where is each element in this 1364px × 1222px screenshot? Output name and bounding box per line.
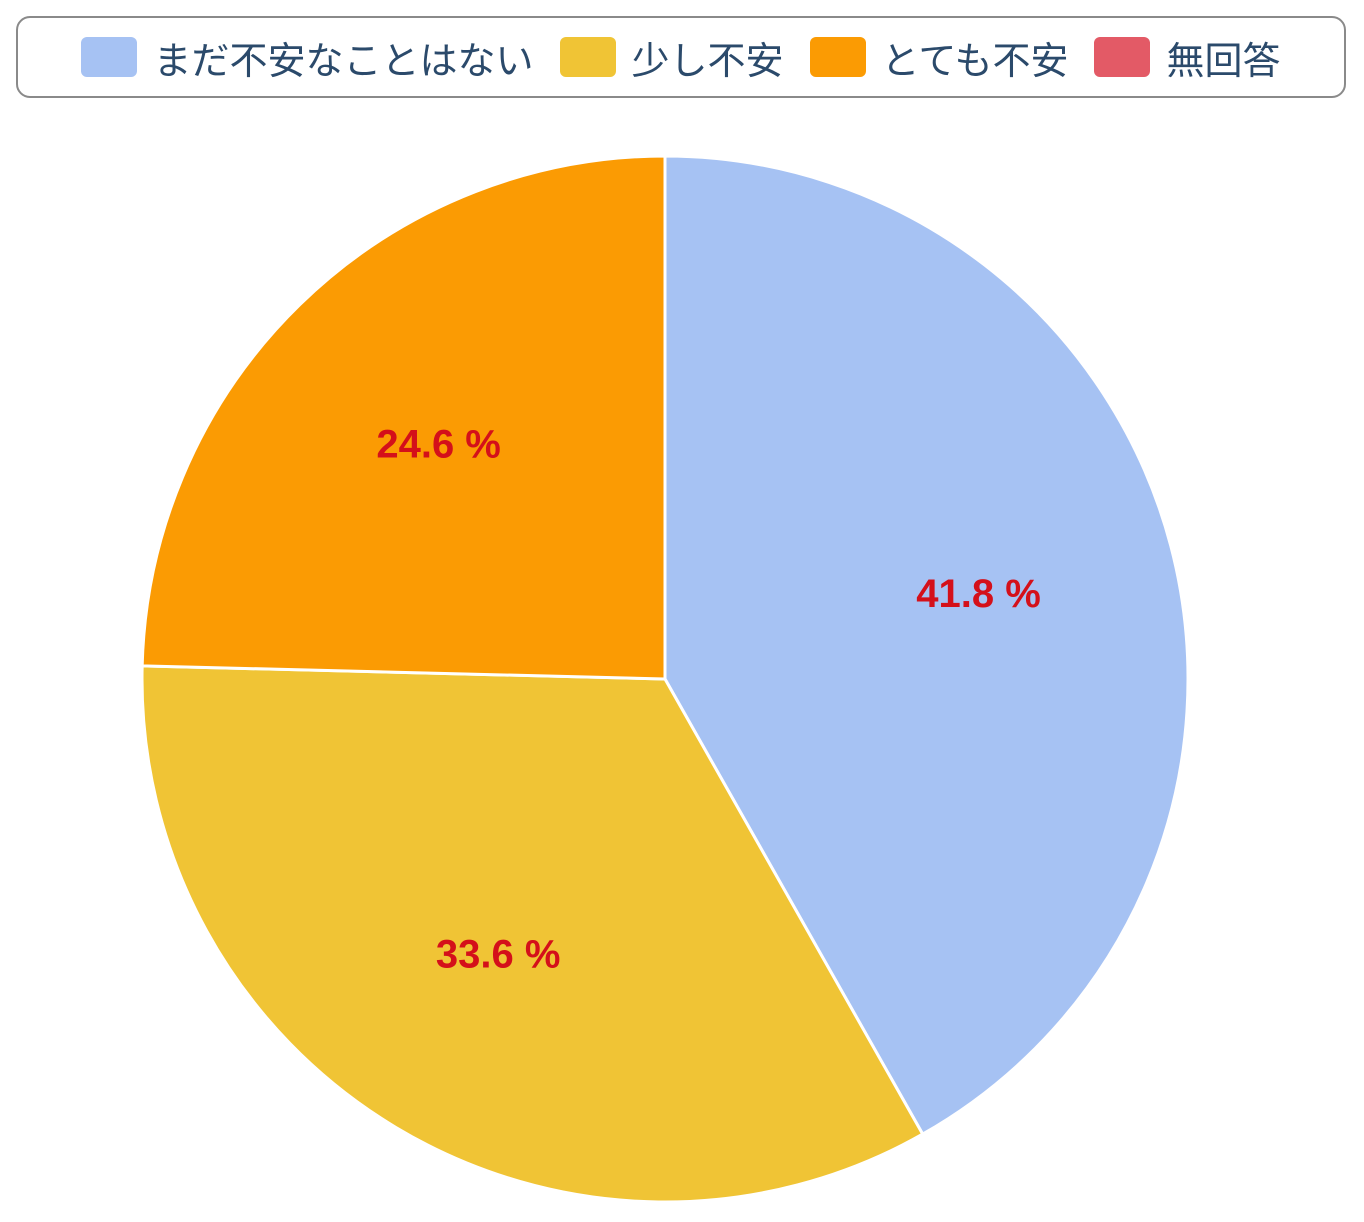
pie-slice-slightly-anxious[interactable] xyxy=(140,664,925,1204)
legend-label-no-answer: 無回答 xyxy=(1166,38,1281,83)
legend-item-no-answer[interactable]: 無回答 xyxy=(1094,30,1281,85)
slice-value-label-very-anxious: 24.6 % xyxy=(376,422,501,466)
legend-item-very-anxious[interactable]: とても不安 xyxy=(809,30,1069,85)
slice-value-label-slightly-anxious: 33.6 % xyxy=(436,933,561,977)
pie-slice-not-anxious[interactable] xyxy=(663,154,1190,1136)
legend-item-slightly-anxious[interactable]: 少し不安 xyxy=(559,30,784,85)
pie-slice-very-anxious[interactable] xyxy=(140,154,667,681)
legend-label-very-anxious: とても不安 xyxy=(881,38,1069,83)
legend-label-not-anxious: まだ不安なことはない xyxy=(153,38,534,83)
legend-label-slightly-anxious: 少し不安 xyxy=(631,38,784,83)
legend-swatch-very-anxious xyxy=(809,37,866,77)
legend-swatch-no-answer xyxy=(1094,37,1151,77)
legend-item-not-anxious[interactable]: まだ不安なことはない xyxy=(81,30,534,85)
chart-legend: まだ不安なことはない 少し不安 とても不安 無回答 xyxy=(16,16,1346,98)
legend-swatch-not-anxious xyxy=(81,37,138,77)
slice-value-label-not-anxious: 41.8 % xyxy=(916,572,1041,616)
legend-swatch-slightly-anxious xyxy=(559,37,616,77)
pie-slice-labels: 41.8 % 33.6 % 24.6 % xyxy=(376,422,1040,976)
pie-slices xyxy=(140,154,1190,1204)
